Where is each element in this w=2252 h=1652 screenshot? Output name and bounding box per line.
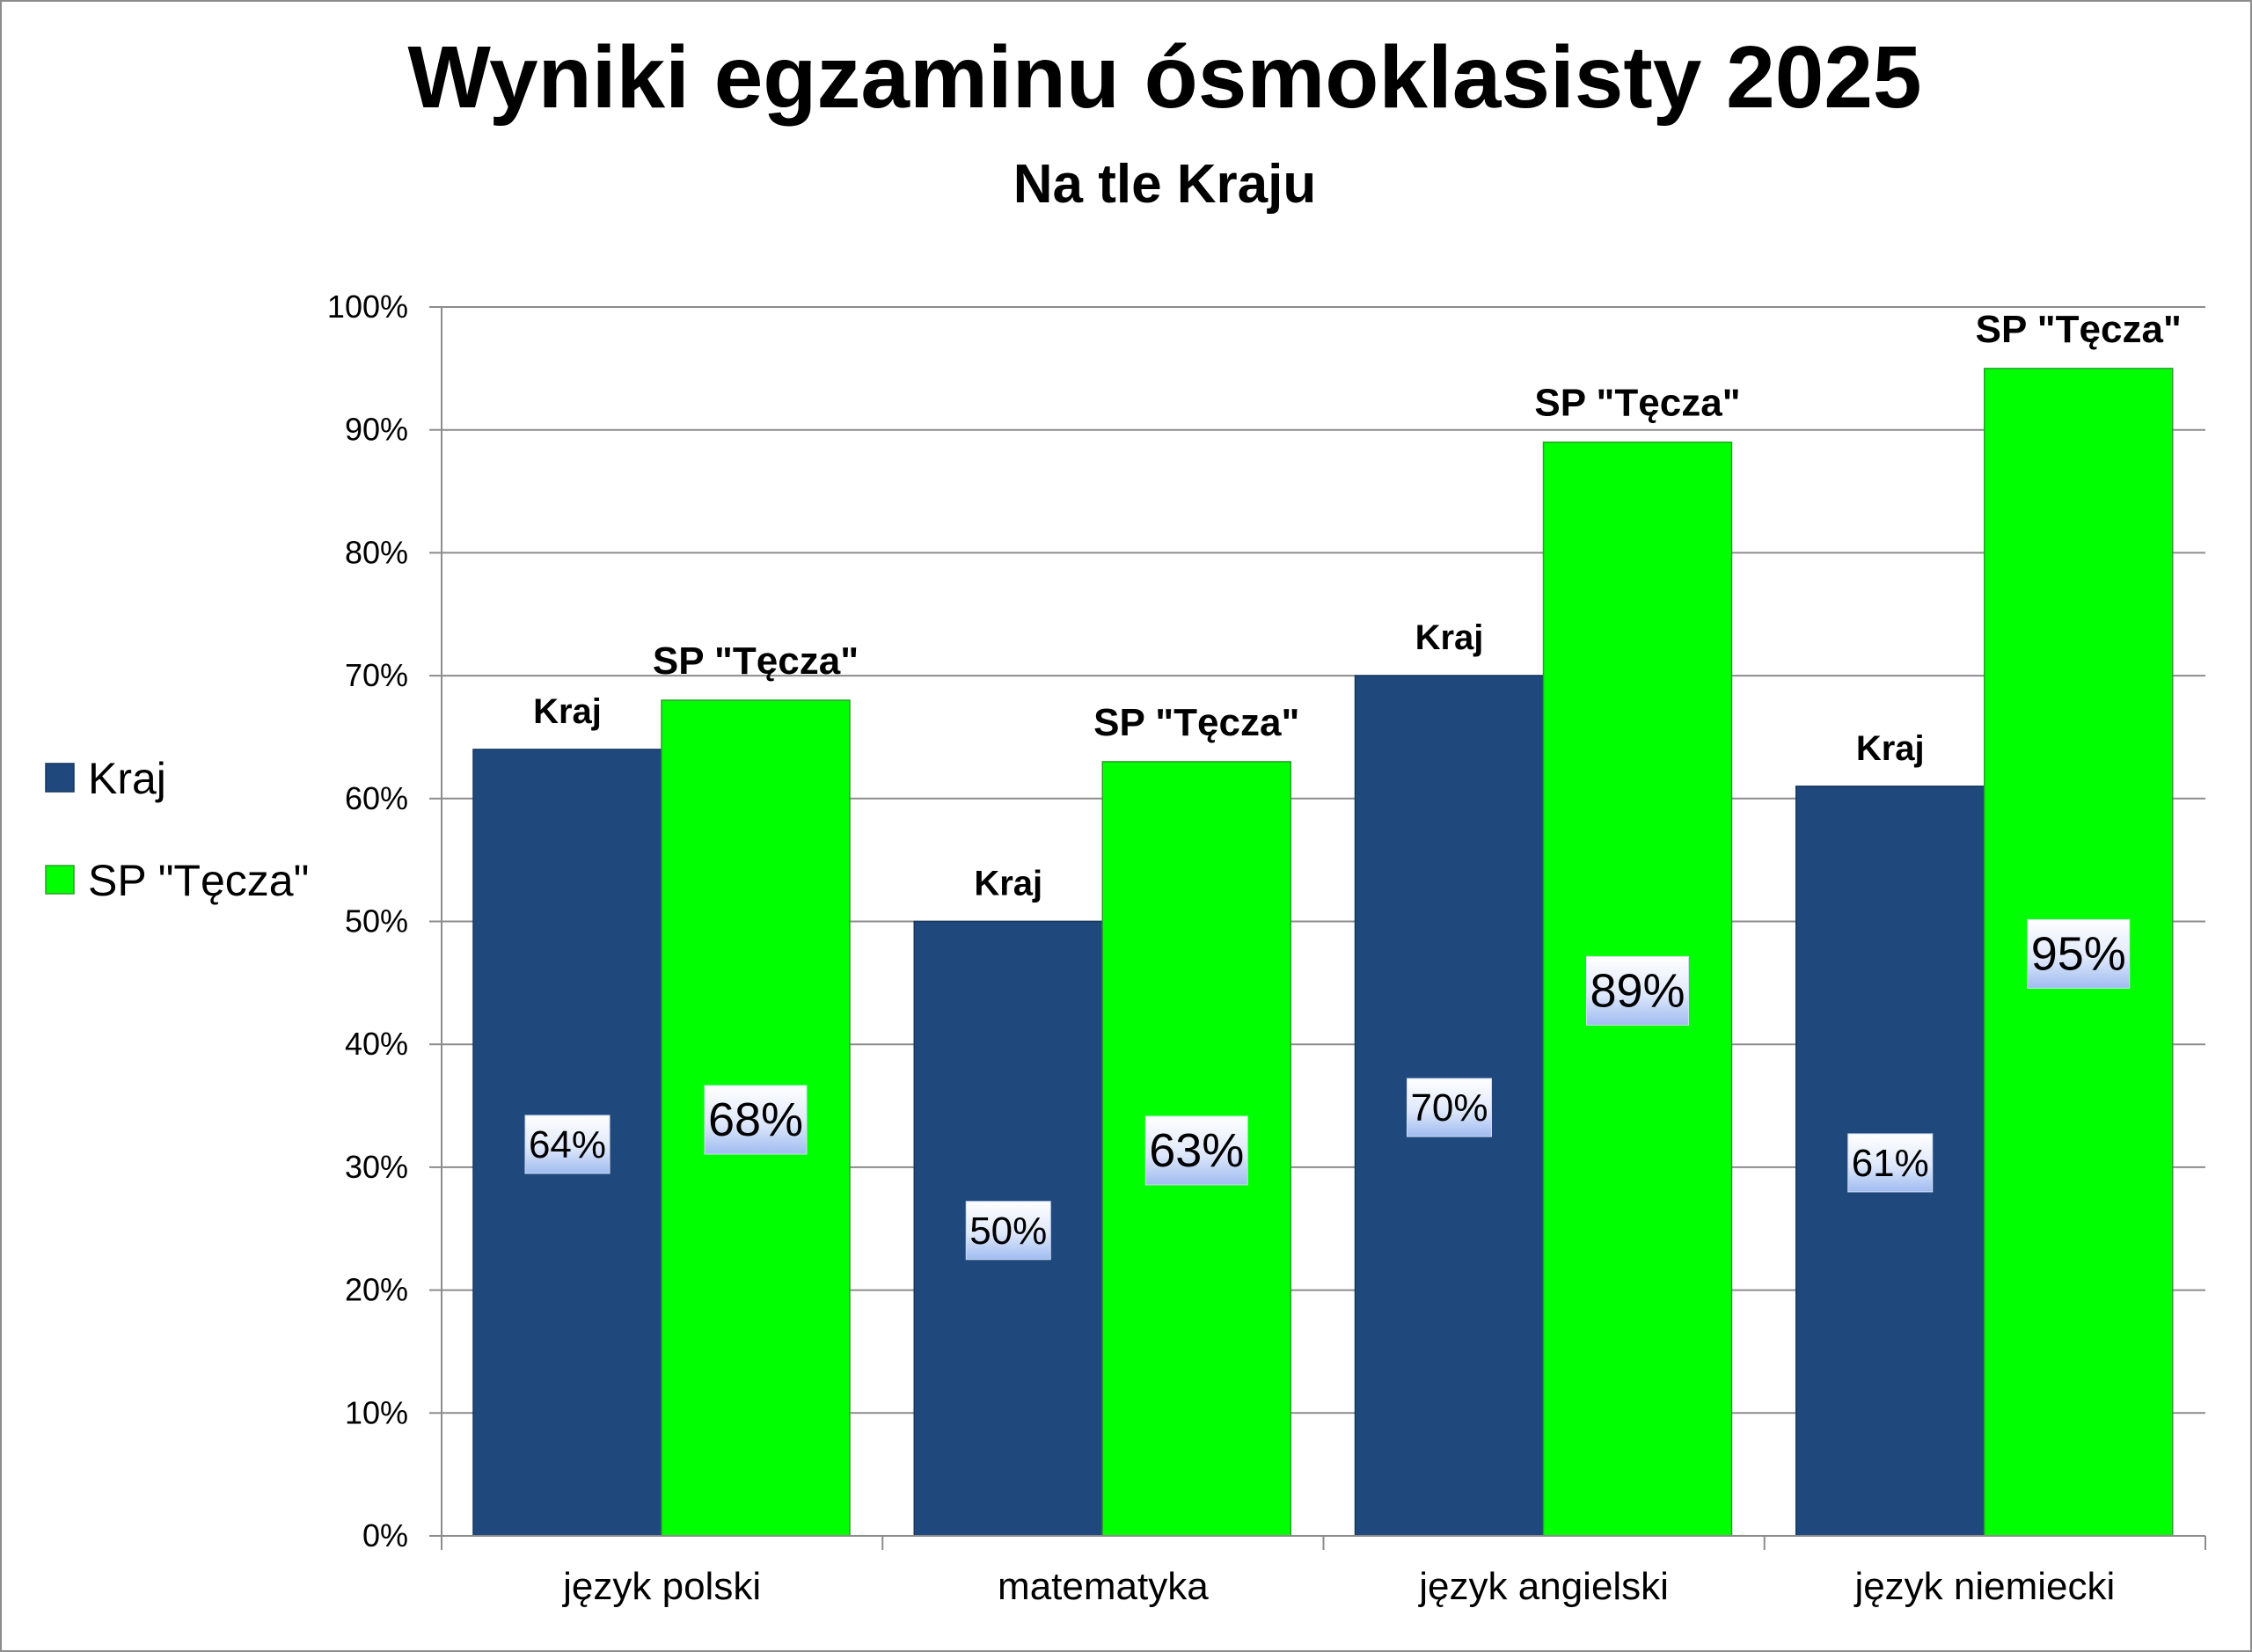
bar-series-label: Kraj: [974, 865, 1042, 903]
data-label: 61%: [1852, 1142, 1929, 1185]
data-label: 89%: [1590, 964, 1685, 1017]
y-tick-label: 20%: [345, 1272, 408, 1308]
data-label: 50%: [969, 1210, 1047, 1253]
y-tick-label: 90%: [345, 412, 408, 448]
bar-series-label: SP "Tęcza": [1976, 308, 2182, 351]
data-label-box: [2027, 918, 2131, 989]
data-label: 68%: [708, 1093, 803, 1146]
y-tick-label: 100%: [327, 289, 408, 325]
data-label: 63%: [1149, 1124, 1244, 1177]
data-label-box: [1586, 955, 1689, 1026]
legend: Kraj SP "Tęcza": [45, 754, 309, 905]
x-tick-label: język angielski: [1417, 1565, 1669, 1608]
data-label-box: [1407, 1078, 1492, 1137]
y-tick-label: 80%: [345, 534, 408, 570]
legend-swatch: [45, 865, 75, 895]
bars: [472, 368, 2174, 1537]
data-label-box: [1144, 1115, 1248, 1186]
data-label-box: [704, 1085, 808, 1155]
bar-series-label: Kraj: [1856, 729, 1925, 768]
chart-subtitle: Na tle Kraju: [1013, 154, 1317, 215]
data-label: 70%: [1410, 1086, 1488, 1129]
data-label-box: [1847, 1133, 1934, 1193]
data-labels: Kraj 64% SP "Tęcza" 68% Kraj 50% SP "Tęcza" 63%…: [524, 308, 2182, 1261]
bar-series-label: SP "Tęcza": [653, 640, 859, 683]
legend-swatch: [45, 763, 75, 793]
y-tick-label: 70%: [345, 657, 408, 693]
y-tick-label: 0%: [362, 1517, 408, 1553]
data-label: 64%: [529, 1123, 606, 1166]
bar-series-label: SP "Tęcza": [1093, 701, 1299, 744]
x-axis: język polski matematyka język angielski jęz…: [441, 307, 2206, 1608]
x-tick-label: język polski: [561, 1565, 761, 1608]
y-tick-label: 60%: [345, 780, 408, 816]
data-label-box: [965, 1201, 1051, 1261]
legend-label: SP "Tęcza": [88, 856, 309, 905]
bar-series-label: Kraj: [1415, 618, 1484, 657]
y-tick-label: 40%: [345, 1026, 408, 1062]
data-label-box: [524, 1115, 611, 1174]
bar-series-label: SP "Tęcza": [1534, 382, 1740, 425]
y-tick-label: 30%: [345, 1149, 408, 1185]
bar-series-label: Kraj: [533, 692, 602, 731]
data-label: 95%: [2031, 927, 2126, 980]
legend-label: Kraj: [88, 754, 166, 803]
chart-title: Wyniki egzaminu ósmoklasisty 2025: [407, 28, 1921, 127]
x-tick-label: język niemiecki: [1853, 1565, 2115, 1608]
y-tick-label: 10%: [345, 1394, 408, 1430]
y-tick-label: 50%: [345, 903, 408, 939]
y-axis: 0% 10% 20% 30% 40% 50% 60% 70% 80% 90% 100%: [327, 289, 442, 1553]
x-tick-label: matematyka: [998, 1565, 1209, 1608]
